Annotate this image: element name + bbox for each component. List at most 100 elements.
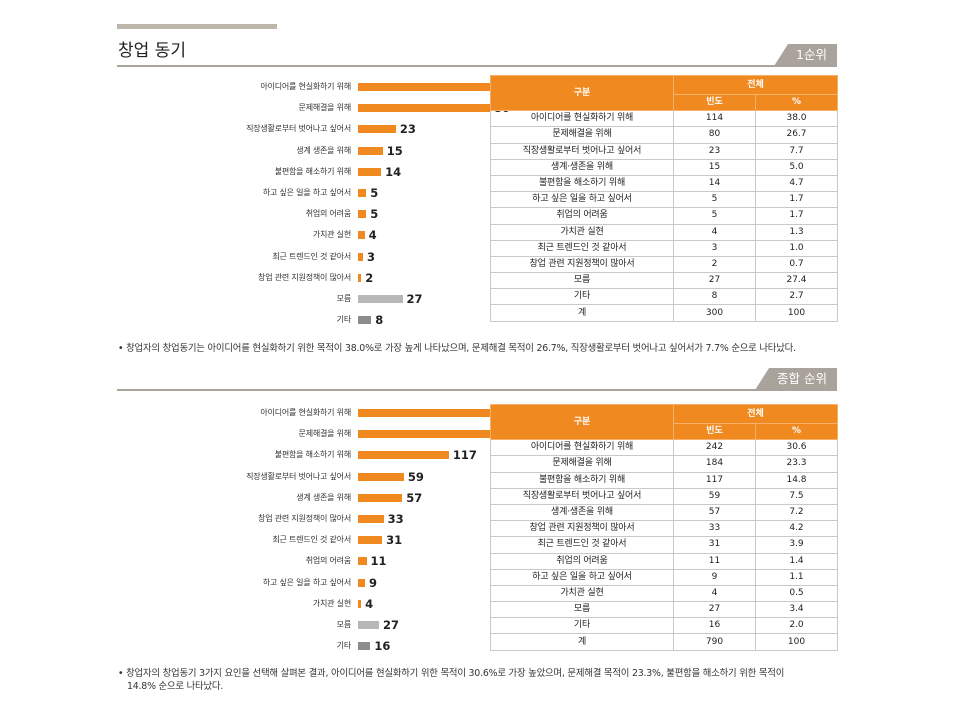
bar-category-label: 직장생활로부터 벗어나고 싶어서: [246, 124, 351, 134]
bar: [358, 167, 382, 176]
bar-category-label: 불편함을 해소하기 위해: [274, 166, 351, 176]
table-cell-percent: 100: [755, 304, 838, 322]
bar-row: 가치관 실현 4: [117, 227, 462, 243]
bar-category-label: 기타: [336, 315, 352, 325]
bar-row: 최근 트렌드인 것 같아서 3: [117, 249, 462, 265]
table-cell-percent: 4.2: [755, 520, 838, 538]
table-cell-percent: 2.0: [755, 617, 838, 635]
table-cell-percent: 30.6: [755, 439, 838, 457]
table-cell-category: 하고 싶은 일을 하고 싶어서: [490, 191, 674, 209]
table-cell-frequency: 59: [673, 487, 756, 505]
table-cell-percent: 3.9: [755, 536, 838, 554]
table-cell-category: 모름: [490, 601, 674, 619]
table-cell-frequency: 57: [673, 503, 756, 522]
table-cell-category: 창업 관련 지원정책이 많아서: [490, 520, 674, 538]
table-header-group: 전체: [673, 75, 838, 95]
page-title: 창업 동기: [118, 41, 186, 61]
table-cell-category: 기타: [490, 288, 674, 306]
table-cell-frequency: 114: [673, 110, 756, 128]
bar-row: 직장생활로부터 벗어나고 싶어서 59: [117, 469, 462, 485]
bar-row: 최근 트렌드인 것 같아서 31: [117, 532, 462, 548]
bar: [358, 210, 367, 219]
bar-category-label: 하고 싶은 일을 하고 싶어서: [262, 577, 351, 587]
bar: [358, 578, 365, 587]
bar-row: 생계 생존을 위해 57: [117, 490, 462, 506]
table-cell-percent: 14.8: [755, 471, 838, 489]
table-cell-category: 계: [490, 304, 674, 322]
bar-value-label: 11: [370, 554, 387, 569]
table-row: 불편함을 해소하기 위해 14 4.7: [490, 174, 838, 193]
table-cell-percent: 1.7: [755, 191, 838, 209]
bar-category-label: 생계 생존을 위해: [296, 492, 351, 502]
table-cell-category: 취업의 어려움: [490, 207, 674, 225]
table-row: 기타 8 2.7: [490, 288, 838, 306]
table-row: 가치관 실현 4 0.5: [490, 584, 838, 603]
bar-category-label: 창업 관련 지원정책이 많아서: [258, 272, 351, 282]
table-cell-percent: 23.3: [755, 455, 838, 473]
table-header-group: 전체: [673, 404, 838, 424]
bar-value-label: 27: [406, 292, 423, 306]
table-row: 최근 트렌드인 것 같아서 3 1.0: [490, 239, 838, 257]
bar-value-label: 4: [365, 596, 374, 611]
table-row: 생계·생존을 위해 15 5.0: [490, 158, 838, 176]
section-divider: [117, 389, 837, 391]
table-cell-frequency: 33: [673, 520, 756, 538]
bar-row: 생계 생존을 위해 15: [117, 143, 462, 159]
table-cell-frequency: 242: [673, 439, 756, 457]
bar-row: 불편함을 해소하기 위해 14: [117, 164, 462, 180]
bar-value-label: 59: [407, 469, 424, 484]
table-cell-frequency: 3: [673, 239, 756, 257]
section-divider: [117, 65, 837, 67]
table-cell-percent: 38.0: [755, 110, 838, 128]
summary-note-overall: • 창업자의 창업동기 3가지 요인을 선택해 살펴본 결과, 아이디어를 현실…: [118, 667, 838, 693]
bar-row: 취업의 어려움 11: [117, 553, 462, 569]
bar-row: 모름 27: [117, 291, 462, 307]
table-cell-frequency: 15: [673, 158, 756, 176]
bar: [358, 231, 365, 240]
table-cell-percent: 26.7: [755, 126, 838, 144]
bar: [358, 125, 396, 134]
bar-value-label: 31: [386, 533, 403, 548]
bar-row: 가치관 실현 4: [117, 596, 462, 612]
bar: [358, 104, 490, 113]
table-cell-percent: 7.5: [755, 487, 838, 505]
table-row: 아이디어를 현실화하기 위해 242 30.6: [490, 439, 838, 457]
table-row: 직장생활로부터 벗어나고 싶어서 23 7.7: [490, 142, 838, 160]
table-row: 최근 트렌드인 것 같아서 31 3.9: [490, 536, 838, 554]
bar-value-label: 33: [387, 512, 404, 526]
bar-row: 모름 27: [117, 617, 462, 633]
bar: [358, 642, 371, 651]
bar-value-label: 23: [399, 122, 416, 137]
bar-row: 기타 8: [117, 312, 462, 328]
table-header-category: 구분: [490, 403, 674, 441]
table-cell-category: 하고 싶은 일을 하고 싶어서: [490, 568, 674, 586]
table-cell-percent: 7.7: [755, 142, 838, 160]
table-cell-category: 계: [490, 633, 674, 651]
bar-row: 창업 관련 지원정책이 많아서 33: [117, 511, 462, 527]
table-row: 불편함을 해소하기 위해 117 14.8: [490, 471, 838, 489]
bar-value-label: 117: [452, 448, 477, 463]
table-cell-percent: 4.7: [755, 174, 838, 193]
summary-note-line: 14.8% 순으로 나타났다.: [127, 681, 224, 692]
table-cell-percent: 5.0: [755, 158, 838, 176]
summary-note-line: • 창업자의 창업동기 3가지 요인을 선택해 살펴본 결과, 아이디어를 현실…: [118, 668, 785, 679]
bar-value-label: 15: [386, 143, 403, 158]
bar-category-label: 모름: [336, 294, 352, 303]
bar-row: 기타 16: [117, 638, 462, 654]
bar-category-label: 직장생활로부터 벗어나고 싶어서: [246, 471, 351, 481]
table-row: 모름 27 27.4: [490, 272, 838, 290]
table-cell-category: 최근 트렌드인 것 같아서: [490, 536, 674, 554]
table-row: 하고 싶은 일을 하고 싶어서 5 1.7: [490, 191, 838, 209]
table-cell-category: 최근 트렌드인 것 같아서: [490, 239, 674, 257]
bar-value-label: 5: [370, 207, 379, 222]
bar-category-label: 창업 관련 지원정책이 많아서: [258, 514, 351, 523]
table-cell-percent: 1.3: [755, 223, 838, 241]
bar-value-label: 16: [374, 639, 391, 654]
table-row: 창업 관련 지원정책이 많아서 2 0.7: [490, 255, 838, 274]
bar: [358, 273, 362, 282]
